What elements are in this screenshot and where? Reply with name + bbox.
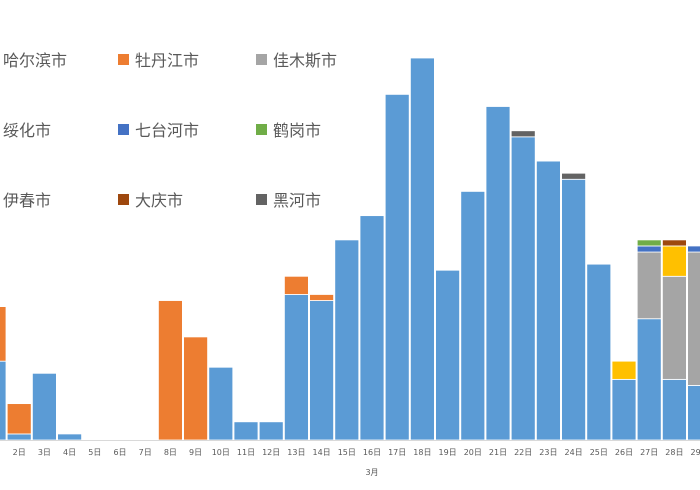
bar-22日-series-0	[510, 136, 536, 441]
bar-14日-series-1	[309, 294, 335, 301]
x-tick-label: 7日	[139, 448, 152, 457]
bar-29日-series-4	[687, 245, 700, 253]
legend-item: 哈尔滨市	[3, 51, 67, 70]
bar-27日-series-5	[636, 239, 662, 247]
bar-9日-series-1	[183, 336, 209, 441]
x-tick-label: 11日	[237, 448, 255, 457]
bar-10日-series-0	[208, 366, 234, 441]
bar-8日-series-1	[157, 300, 183, 441]
bar-24日-series-0	[561, 178, 586, 441]
x-tick-label: 2日	[13, 448, 26, 457]
x-tick-label: 24日	[565, 448, 583, 457]
x-tick-label: 27日	[640, 448, 658, 457]
bar-22日-series-8	[510, 130, 536, 138]
bar-12日-series-0	[258, 421, 284, 441]
legend-item: 佳木斯市	[256, 51, 337, 70]
legend-label: 七台河市	[135, 121, 199, 140]
bar-1日-series-1	[0, 306, 7, 362]
x-tick-label: 8日	[164, 448, 177, 457]
bar-14日-series-0	[309, 300, 335, 441]
x-tick-label: 10日	[212, 448, 230, 457]
x-tick-label: 3日	[38, 448, 51, 457]
x-tick-label: 12日	[262, 448, 280, 457]
legend-item: 黑河市	[256, 191, 321, 210]
bar-20日-series-0	[460, 190, 486, 441]
legend-label: 大庆市	[135, 191, 183, 210]
x-tick-label: 17日	[388, 448, 406, 457]
legend-label: 佳木斯市	[273, 51, 337, 70]
x-tick-label: 28日	[665, 448, 683, 457]
legend-swatch	[118, 54, 129, 65]
x-tick-label: 13日	[287, 448, 305, 457]
bar-26日-series-0	[611, 378, 637, 441]
x-tick-label: 26日	[615, 448, 633, 457]
x-axis-ticks: 1日 2日 3日 4日 5日 6日 7日 8日 9日 10日 11日 12日 13日 14日 15日 16日 1…	[0, 448, 700, 457]
x-tick-label: 23日	[539, 448, 557, 457]
bar-17日-series-0	[384, 93, 410, 441]
x-tick-label: 18日	[413, 448, 431, 457]
bar-29日-series-2	[687, 251, 700, 386]
x-axis-title: 3月	[365, 468, 378, 477]
legend-label: 哈尔滨市	[3, 51, 67, 70]
legend-item: 牡丹江市	[118, 51, 199, 70]
bar-28日-series-3	[662, 245, 687, 277]
bar-25日-series-0	[586, 263, 612, 441]
x-tick-label: 22日	[514, 448, 532, 457]
bar-1日-series-0	[0, 360, 7, 441]
x-tick-label: 19日	[439, 448, 457, 457]
bar-18日-series-0	[409, 57, 435, 441]
x-tick-label: 25日	[590, 448, 608, 457]
bar-23日-series-0	[536, 160, 561, 441]
bar-11日-series-0	[233, 421, 259, 441]
x-tick-label: 6日	[113, 448, 126, 457]
bar-21日-series-0	[485, 106, 511, 441]
bar-27日-series-0	[636, 318, 662, 441]
legend-swatch	[118, 194, 129, 205]
x-tick-label: 20日	[464, 448, 482, 457]
legend-swatch	[118, 124, 129, 135]
bar-29日-series-0	[687, 385, 700, 441]
bars-area	[0, 57, 700, 441]
legend-item: 伊春市	[3, 191, 51, 210]
x-tick-label: 4日	[63, 448, 76, 457]
bar-27日-series-4	[636, 245, 662, 253]
x-tick-label: 1日	[0, 448, 1, 457]
x-tick-label: 29日	[691, 448, 700, 457]
legend-item: 大庆市	[118, 191, 183, 210]
bar-26日-series-3	[611, 360, 637, 380]
bar-19日-series-0	[435, 269, 461, 441]
legend-label: 伊春市	[3, 191, 51, 210]
bar-4日-series-0	[57, 433, 82, 441]
legend-swatch	[256, 124, 267, 135]
legend-label: 黑河市	[273, 191, 321, 210]
bar-27日-series-2	[636, 251, 662, 320]
bar-2日-series-0	[6, 433, 32, 441]
legend-label: 鹤岗市	[273, 121, 321, 140]
legend-label: 牡丹江市	[135, 51, 199, 70]
bar-13日-series-1	[283, 275, 309, 295]
x-tick-label: 14日	[313, 448, 331, 457]
bar-28日-series-2	[662, 275, 687, 380]
x-tick-label: 16日	[363, 448, 381, 457]
legend-label: 绥化市	[3, 121, 51, 140]
bar-28日-series-0	[662, 378, 687, 441]
x-tick-label: 15日	[338, 448, 356, 457]
x-tick-label: 9日	[189, 448, 202, 457]
x-tick-label: 5日	[88, 448, 101, 457]
legend-swatch	[256, 54, 267, 65]
legend-item: 七台河市	[118, 121, 199, 140]
bar-16日-series-0	[359, 215, 385, 441]
bar-13日-series-0	[283, 294, 309, 441]
bar-24日-series-8	[561, 172, 586, 180]
legend-swatch	[256, 194, 267, 205]
bar-28日-series-7	[662, 239, 687, 247]
bar-3日-series-0	[32, 372, 57, 441]
legend-item: 鹤岗市	[256, 121, 321, 140]
bar-2日-series-1	[6, 403, 32, 435]
bar-15日-series-0	[334, 239, 360, 441]
x-tick-label: 21日	[489, 448, 507, 457]
legend-item: 绥化市	[3, 121, 51, 140]
